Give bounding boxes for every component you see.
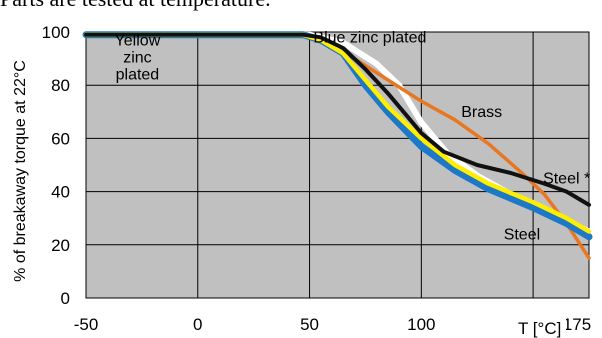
series-line-steel: [84, 32, 591, 207]
annotation-line: zinc: [123, 49, 151, 66]
series-annotations: Yellow zinc plated Blue zinc plated Brass Ste…: [115, 30, 591, 244]
y-axis-label: % of breakaway torque at 22°C: [12, 60, 29, 282]
x-tick-label: 175: [563, 315, 591, 334]
annotation-brass: Brass: [461, 104, 502, 121]
y-tick-label: 60: [51, 129, 70, 148]
x-tick-label: -50: [74, 315, 99, 334]
x-tick-label: 50: [300, 315, 319, 334]
series-layer: [82, 31, 593, 260]
chart-caption: Parts are tested at temperature.: [0, 0, 271, 12]
annotation-line: plated: [116, 66, 160, 83]
y-axis-ticks: 0 20 40 60 80 100: [42, 23, 70, 308]
annotation-yellow-zinc-plated: Yellow zinc plated: [115, 32, 161, 83]
x-axis-label: T [°C]: [518, 319, 561, 338]
y-tick-label: 40: [51, 183, 70, 202]
x-label-background: [516, 318, 566, 338]
annotation-blue-zinc-plated: Blue zinc plated: [313, 30, 426, 47]
y-tick-label: 0: [61, 289, 70, 308]
annotation-steel: Steel *: [543, 171, 590, 188]
annotation-line: Yellow: [115, 32, 161, 49]
x-tick-label: 0: [193, 315, 202, 334]
annotation-steel: Steel: [504, 226, 540, 243]
y-tick-label: 100: [42, 23, 70, 42]
plot-area: [85, 31, 590, 299]
x-tick-label: 100: [407, 315, 435, 334]
series-line-yellow-zinc-plated: [83, 32, 592, 234]
y-tick-label: 80: [51, 76, 70, 95]
y-tick-label: 20: [51, 236, 70, 255]
